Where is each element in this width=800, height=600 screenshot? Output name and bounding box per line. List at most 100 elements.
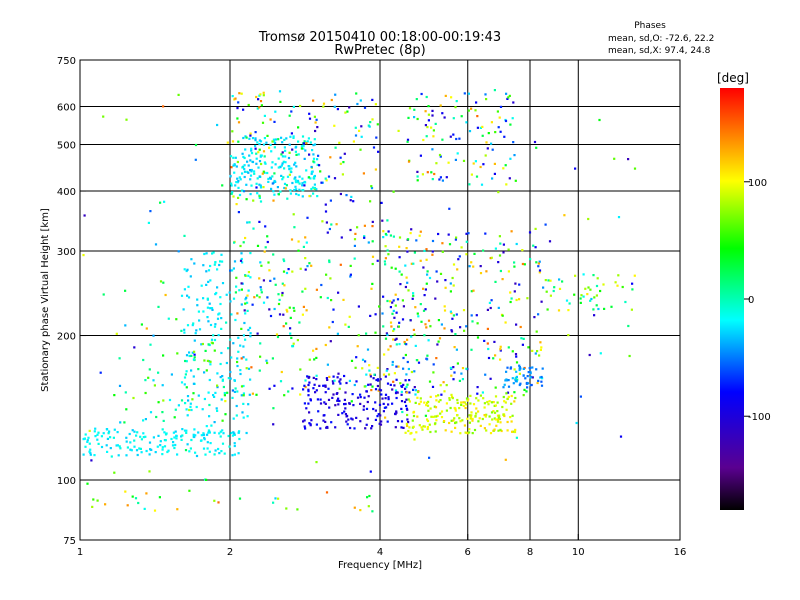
data-point: [230, 182, 233, 185]
data-point: [140, 323, 143, 326]
data-point: [506, 366, 509, 369]
x-tick-label: 4: [377, 547, 383, 558]
data-point: [210, 307, 214, 310]
data-point: [509, 367, 512, 370]
data-point: [310, 172, 313, 175]
data-point: [300, 147, 303, 150]
data-point: [381, 219, 384, 222]
data-point: [485, 141, 488, 144]
data-point: [416, 415, 419, 418]
data-point: [193, 353, 196, 356]
data-point: [458, 407, 461, 410]
data-point: [514, 396, 517, 400]
data-point: [507, 270, 510, 273]
data-point: [341, 412, 344, 415]
data-point: [395, 396, 398, 400]
data-point: [417, 315, 420, 318]
data-point: [406, 250, 409, 253]
data-point: [493, 428, 496, 431]
data-point: [249, 169, 252, 172]
data-point: [304, 149, 307, 152]
data-point: [343, 152, 346, 155]
data-point: [238, 92, 241, 95]
data-point: [304, 257, 307, 260]
data-point: [164, 293, 167, 297]
data-point: [206, 359, 209, 362]
data-point: [203, 438, 206, 441]
data-point: [413, 370, 416, 373]
data-point: [133, 346, 136, 349]
data-point: [397, 365, 400, 368]
data-point: [435, 399, 438, 402]
data-point: [149, 343, 152, 346]
data-point: [247, 328, 250, 332]
data-point: [529, 258, 532, 261]
data-point: [288, 143, 291, 146]
x-axis-ticks: 1 2 4 6 8 10 16: [77, 534, 686, 558]
data-point: [312, 376, 315, 379]
data-point: [579, 395, 582, 398]
data-point: [510, 420, 513, 423]
data-point: [290, 110, 293, 113]
data-point: [512, 101, 515, 104]
data-point: [361, 367, 364, 370]
data-point: [450, 330, 454, 333]
data-point: [394, 293, 397, 296]
data-point: [97, 431, 100, 434]
data-point: [219, 376, 222, 379]
data-point: [161, 453, 164, 456]
data-point: [431, 109, 434, 112]
data-point: [493, 89, 496, 92]
data-point: [518, 298, 521, 301]
data-point: [406, 424, 409, 427]
data-point: [256, 107, 259, 110]
data-point: [219, 362, 222, 366]
data-point: [460, 403, 463, 406]
data-point: [242, 356, 245, 359]
data-point: [88, 429, 91, 432]
data-point: [102, 432, 105, 435]
data-point: [497, 306, 500, 309]
data-point: [419, 259, 422, 262]
data-point: [273, 120, 276, 123]
data-point: [224, 400, 227, 403]
data-point: [221, 375, 224, 378]
data-point: [226, 391, 229, 394]
data-point: [271, 161, 274, 164]
data-point: [136, 431, 139, 434]
data-point: [237, 452, 240, 455]
data-point: [269, 143, 272, 146]
data-point: [296, 179, 300, 182]
data-point: [193, 428, 196, 431]
data-point: [263, 250, 266, 253]
data-point: [330, 299, 333, 302]
data-point: [366, 496, 369, 499]
data-point: [126, 446, 129, 449]
data-point: [504, 321, 507, 324]
data-point: [153, 384, 156, 387]
data-point: [505, 392, 508, 395]
data-point: [289, 135, 292, 138]
data-point: [282, 270, 286, 273]
data-point: [487, 132, 490, 135]
data-point: [408, 379, 411, 382]
data-point: [213, 431, 216, 434]
data-point: [314, 129, 317, 133]
data-point: [436, 280, 439, 283]
data-point: [529, 366, 532, 370]
data-point: [537, 313, 540, 316]
data-point: [195, 329, 198, 332]
data-point: [312, 192, 315, 195]
data-point: [410, 370, 413, 374]
data-point: [186, 443, 189, 446]
data-point: [431, 114, 434, 117]
data-point: [240, 327, 243, 330]
data-point: [147, 221, 150, 224]
data-point: [374, 401, 377, 404]
data-point: [454, 238, 457, 241]
data-point: [405, 385, 408, 389]
data-point: [549, 294, 552, 297]
data-point: [144, 379, 147, 382]
data-point: [88, 450, 91, 453]
data-point: [352, 140, 355, 143]
